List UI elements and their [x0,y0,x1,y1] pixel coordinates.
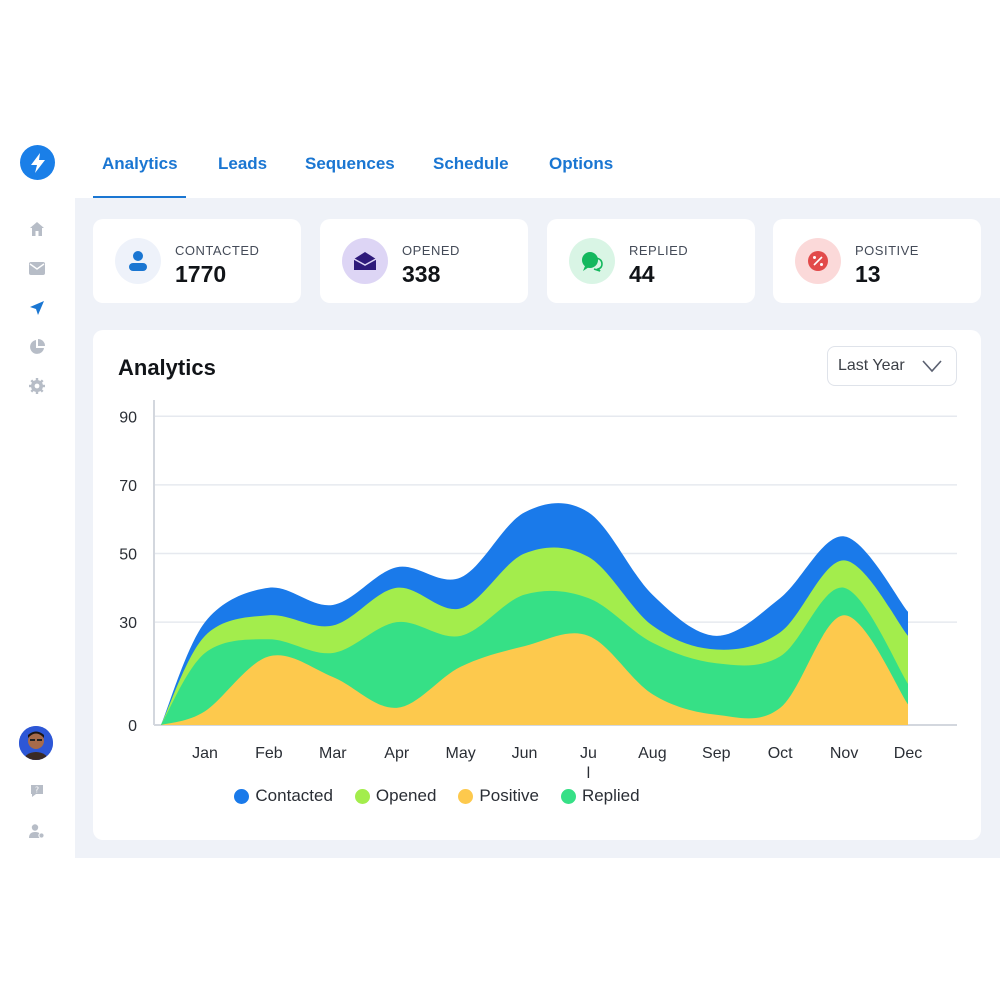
avatar[interactable] [19,726,53,760]
y-tick-label: 70 [119,478,137,495]
chevron-down-icon [922,359,942,378]
stat-label: POSITIVE [855,243,919,258]
app-window: ? Analytics Leads Sequences Schedule Opt… [0,128,1000,874]
legend-label: Opened [375,786,437,805]
top-navigation: Analytics Leads Sequences Schedule Optio… [75,128,1000,198]
stat-label: REPLIED [629,243,689,258]
tab-sequences[interactable]: Sequences [305,154,395,173]
legend-item-replied[interactable]: Replied [560,786,640,806]
main-content: CONTACTED 1770 OPENED 338 REPLIED 44 POS… [75,198,1000,858]
mail-icon[interactable] [28,259,46,277]
user-settings-icon[interactable] [28,822,46,840]
x-tick-label: Aug [638,745,666,762]
area-series-positive [161,615,908,725]
stat-card-opened: OPENED 338 [320,219,528,303]
period-select-value: Last Year [838,357,905,374]
stat-value: 13 [855,261,881,287]
tab-schedule[interactable]: Schedule [433,154,509,173]
legend-label: Positive [479,786,539,805]
stat-card-positive: POSITIVE 13 [773,219,981,303]
x-tick-label: Nov [830,745,858,762]
chart-legend: Contacted Opened Positive Replied [0,786,881,806]
x-tick-label: Oct [768,745,793,762]
chart-title: Analytics [118,355,216,380]
home-icon[interactable] [28,220,46,238]
legend-dot [234,788,250,804]
tab-analytics[interactable]: Analytics [93,154,186,198]
legend-item-opened[interactable]: Opened [354,786,437,806]
y-tick-label: 0 [128,718,137,735]
x-tick-label: Jan [192,745,218,762]
x-tick-label: Sep [702,745,731,762]
tab-options[interactable]: Options [549,154,614,173]
stat-card-replied: REPLIED 44 [547,219,755,303]
period-select[interactable]: Last Year [827,346,957,386]
y-tick-label: 90 [119,409,137,426]
gear-icon[interactable] [28,377,46,395]
x-tick-label: Ju l [580,745,597,780]
analytics-chart-card: Analytics Last Year 0 30 50 70 90 Jan Feb Mar Ap… [93,330,981,840]
tab-leads[interactable]: Leads [218,154,268,173]
lightning-logo-icon[interactable] [20,145,55,180]
envelope-icon [342,238,388,284]
legend-dot [458,788,474,804]
x-tick-label: Dec [894,745,922,762]
percent-icon [795,238,841,284]
legend-item-positive[interactable]: Positive [458,786,539,806]
pie-chart-icon[interactable] [28,338,46,356]
sidebar: ? [0,128,75,874]
send-icon[interactable] [28,299,46,317]
chat-icon [569,238,615,284]
stat-label: CONTACTED [175,243,260,258]
user-icon [115,238,161,284]
x-tick-label: Mar [319,745,347,762]
stat-value: 1770 [175,261,227,287]
x-tick-label: Jun [512,745,538,762]
legend-dot [560,788,576,804]
x-tick-label: May [446,745,476,762]
stat-value: 44 [629,261,655,287]
stat-value: 338 [402,261,441,287]
x-tick-label: Feb [255,745,283,762]
stat-label: OPENED [402,243,460,258]
legend-label: Contacted [255,786,333,805]
legend-dot [354,788,370,804]
stat-card-contacted: CONTACTED 1770 [93,219,301,303]
area-chart: 0 30 50 70 90 Jan Feb Mar Apr May Jun Ju l Aug Sep Oct N… [119,400,957,780]
y-tick-label: 30 [119,615,137,632]
legend-item-contacted[interactable]: Contacted [234,786,333,806]
legend-label: Replied [581,786,640,805]
svg-text:?: ? [35,786,39,795]
help-icon[interactable]: ? [28,782,46,800]
y-tick-label: 50 [119,547,137,564]
x-tick-label: Apr [384,745,410,762]
